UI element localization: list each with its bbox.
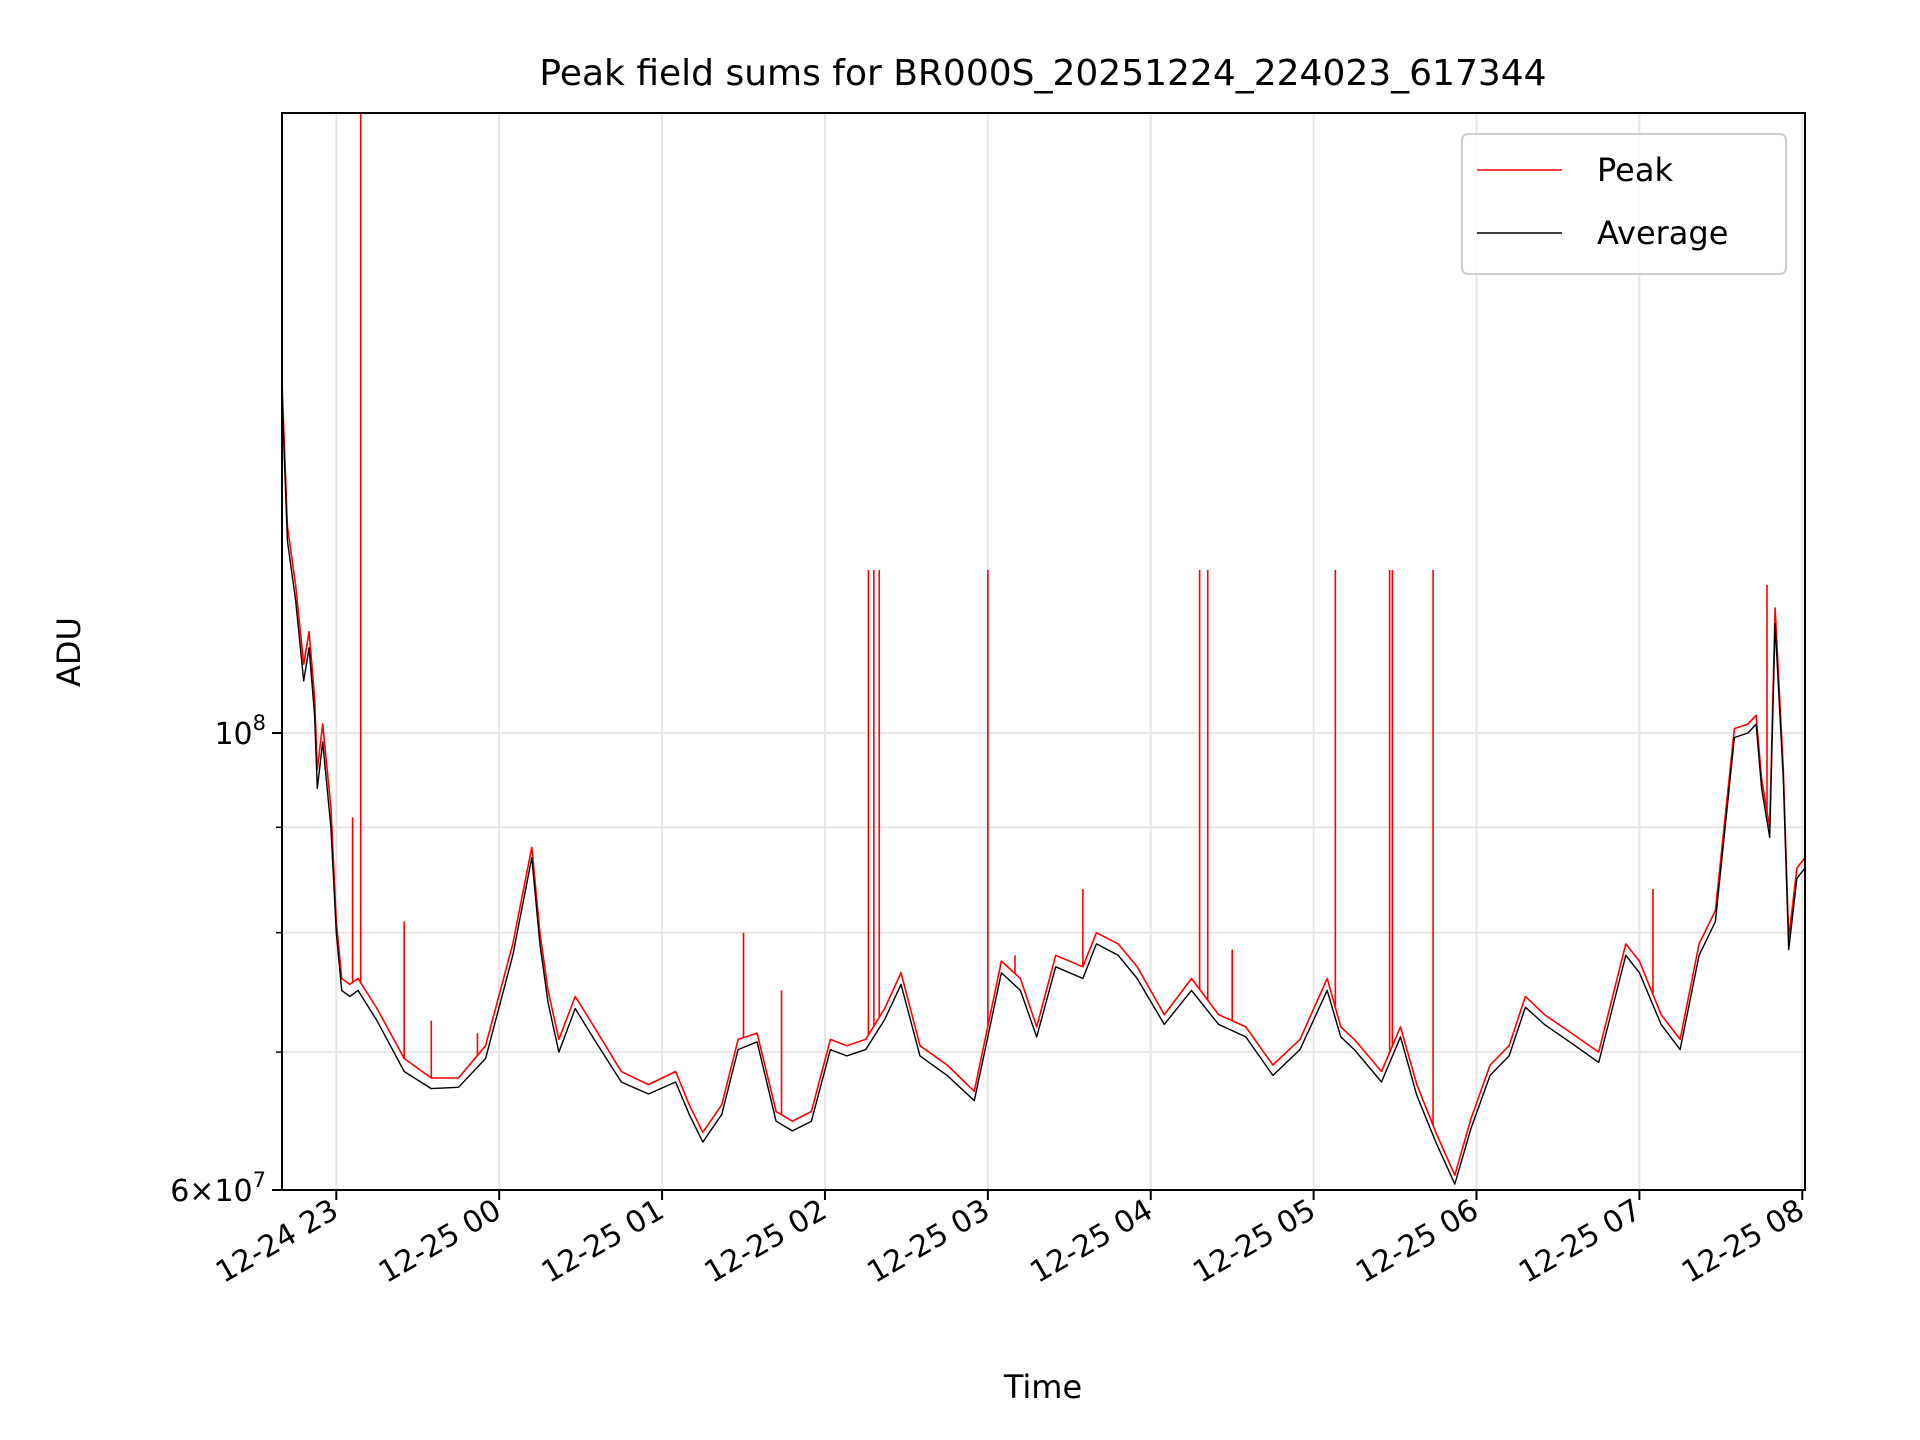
- legend-average-label: Average: [1597, 214, 1728, 252]
- y-axis-label: ADU: [50, 617, 88, 687]
- x-axis-label: Time: [1003, 1368, 1082, 1406]
- legend: Peak Average: [1462, 134, 1786, 274]
- chart-title: Peak field sums for BR000S_20251224_2240…: [539, 53, 1546, 94]
- legend-peak-label: Peak: [1597, 151, 1673, 189]
- y-tick-label: 6×107: [170, 1168, 266, 1209]
